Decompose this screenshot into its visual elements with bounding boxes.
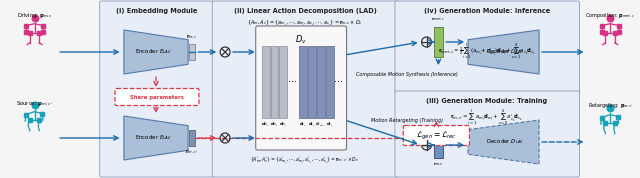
Text: Decoder $D_{LAC}$: Decoder $D_{LAC}$ bbox=[486, 48, 525, 56]
Bar bbox=[280, 46, 287, 118]
Polygon shape bbox=[124, 30, 188, 74]
Text: Encoder $E_{LAC}$: Encoder $E_{LAC}$ bbox=[136, 48, 173, 56]
FancyBboxPatch shape bbox=[212, 1, 399, 177]
Text: (i) Embedding Module: (i) Embedding Module bbox=[116, 8, 198, 14]
Text: $\mathbf{d}_{m_2}$: $\mathbf{d}_{m_2}$ bbox=[270, 121, 279, 129]
FancyBboxPatch shape bbox=[395, 91, 580, 177]
Text: $\mathbf{r}_{mm^\prime,c}=\frac{1}{2}\sum_{i=1}^{I}(a_{m_i}+a^\prime_{m_i})\math: $\mathbf{r}_{mm^\prime,c}=\frac{1}{2}\su… bbox=[438, 43, 536, 61]
Bar bbox=[317, 46, 325, 118]
Polygon shape bbox=[468, 30, 539, 74]
Text: $\mathbf{d}_{m_1}$: $\mathbf{d}_{m_1}$ bbox=[261, 121, 270, 129]
Polygon shape bbox=[468, 120, 539, 164]
Text: (ii) Linear Action Decomposition (LAD): (ii) Linear Action Decomposition (LAD) bbox=[234, 8, 376, 14]
Bar bbox=[308, 46, 316, 118]
FancyBboxPatch shape bbox=[115, 88, 199, 106]
Bar bbox=[262, 46, 269, 118]
Text: $D_v$: $D_v$ bbox=[295, 34, 307, 46]
Bar bbox=[189, 44, 195, 60]
Bar bbox=[435, 132, 444, 158]
Text: Retargeting: $\mathbf{p}_{m,c^\prime}$: Retargeting: $\mathbf{p}_{m,c^\prime}$ bbox=[588, 102, 633, 110]
Text: $\mathbf{d}_{c_2}$: $\mathbf{d}_{c_2}$ bbox=[308, 121, 316, 129]
Text: Source: $\mathbf{p}_{m^\prime,c^\prime}$: Source: $\mathbf{p}_{m^\prime,c^\prime}$ bbox=[16, 100, 53, 108]
Text: $\{A^\prime_m,A^\prime_c\}=\{a^\prime_{m_1},\cdots,a^\prime_{m_I},a^\prime_{c_1}: $\{A^\prime_m,A^\prime_c\}=\{a^\prime_{m… bbox=[250, 156, 360, 166]
Text: Share parameters: Share parameters bbox=[130, 95, 184, 100]
Text: $\mathbf{r}_{mm^\prime,c}$: $\mathbf{r}_{mm^\prime,c}$ bbox=[431, 15, 445, 23]
Text: (iv) Generation Module: Inference: (iv) Generation Module: Inference bbox=[424, 8, 550, 14]
FancyBboxPatch shape bbox=[256, 26, 346, 150]
Text: $\{A_m,A_c\}=\{a_{m_1},\cdots,a_{m_I},a_{c_1},\cdots,a_{c_S}\}=\mathbf{r}_{m,c}\: $\{A_m,A_c\}=\{a_{m_1},\cdots,a_{m_I},a_… bbox=[247, 19, 363, 28]
Text: Decoder $D_{LAC}$: Decoder $D_{LAC}$ bbox=[486, 138, 525, 146]
Text: $\mathbf{d}_{c_1}$: $\mathbf{d}_{c_1}$ bbox=[300, 121, 307, 129]
Text: $\mathbf{d}_{c_S}$: $\mathbf{d}_{c_S}$ bbox=[326, 121, 333, 129]
Text: (iii) Generation Module: Training: (iii) Generation Module: Training bbox=[426, 98, 547, 104]
FancyBboxPatch shape bbox=[395, 1, 580, 93]
Text: ···: ··· bbox=[288, 77, 297, 87]
Text: $\mathcal{L}_{gen}=\mathcal{L}_{rec}$: $\mathcal{L}_{gen}=\mathcal{L}_{rec}$ bbox=[416, 129, 457, 142]
Text: Composition: $\mathbf{p}_{mm^\prime,c}$: Composition: $\mathbf{p}_{mm^\prime,c}$ bbox=[585, 12, 636, 20]
Text: $\mathbf{d}_{c_{S-1}}$: $\mathbf{d}_{c_{S-1}}$ bbox=[316, 121, 326, 129]
Text: $\mathbf{r}_{m,c^\prime}$: $\mathbf{r}_{m,c^\prime}$ bbox=[433, 160, 444, 168]
Text: $\mathbf{r}_{m^\prime,c^\prime}$: $\mathbf{r}_{m^\prime,c^\prime}$ bbox=[185, 148, 198, 156]
Text: Motion Retargeting (Training): Motion Retargeting (Training) bbox=[371, 118, 443, 123]
Bar bbox=[435, 27, 444, 57]
Text: $\mathbf{d}_{m_I}$: $\mathbf{d}_{m_I}$ bbox=[279, 121, 287, 129]
Text: ···: ··· bbox=[334, 77, 343, 87]
Bar bbox=[271, 46, 278, 118]
Text: Driving: $\mathbf{p}_{m,c}$: Driving: $\mathbf{p}_{m,c}$ bbox=[17, 12, 52, 20]
Bar bbox=[299, 46, 307, 118]
Text: Composable Motion Synthesis (Inference): Composable Motion Synthesis (Inference) bbox=[356, 72, 458, 77]
Text: Encoder $E_{LAC}$: Encoder $E_{LAC}$ bbox=[136, 134, 173, 142]
Bar bbox=[189, 130, 195, 146]
Bar bbox=[326, 46, 333, 118]
FancyBboxPatch shape bbox=[100, 1, 214, 177]
Polygon shape bbox=[124, 116, 188, 160]
Text: $\mathbf{r}_{m,c^\prime}=\sum_{i=1}^{I}a_{m_i}\mathbf{d}_{m_i}+\sum_{s=0}^{S}a^\: $\mathbf{r}_{m,c^\prime}=\sum_{i=1}^{I}a… bbox=[451, 109, 523, 127]
Text: $\mathbf{r}_{m,c}$: $\mathbf{r}_{m,c}$ bbox=[186, 33, 197, 41]
FancyBboxPatch shape bbox=[403, 125, 470, 145]
